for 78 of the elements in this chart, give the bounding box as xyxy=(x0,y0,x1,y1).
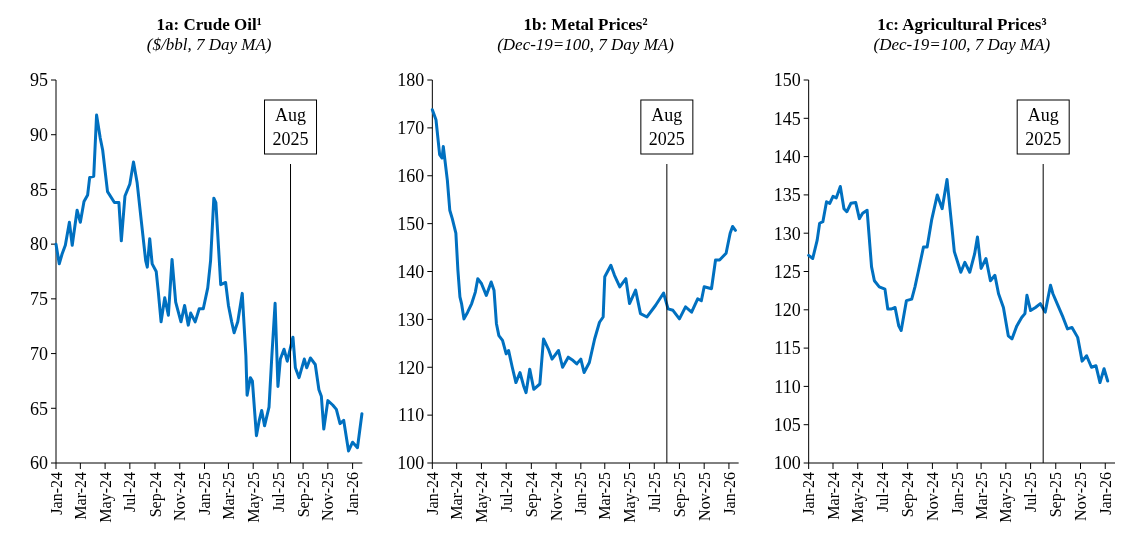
y-tick-label: 150 xyxy=(397,213,425,234)
chart-title: 1b: Metal Prices² xyxy=(523,15,648,34)
x-tick-label: Sep-25 xyxy=(1047,472,1066,518)
x-tick-label: Nov-25 xyxy=(319,472,337,521)
x-tick-label: Jul-25 xyxy=(645,472,663,512)
chart-title: 1c: Agricultural Prices³ xyxy=(877,15,1047,34)
chart-subtitle: (Dec-19=100, 7 Day MA) xyxy=(873,35,1051,54)
ref-line-label: Aug 2025 xyxy=(1025,105,1062,149)
x-tick-label: Sep-24 xyxy=(899,472,918,518)
y-tick-label: 120 xyxy=(397,357,425,378)
x-tick-label: Jan-24 xyxy=(47,472,65,515)
chart-subtitle: ($/bbl, 7 Day MA) xyxy=(146,35,272,54)
x-tick-label: Mar-25 xyxy=(972,472,990,520)
y-tick-label: 105 xyxy=(773,415,801,435)
y-tick-label: 75 xyxy=(30,289,48,310)
y-tick-label: 150 xyxy=(773,70,801,91)
x-tick-label: Sep-24 xyxy=(522,472,541,518)
x-tick-label: May-25 xyxy=(621,472,640,523)
y-tick-label: 130 xyxy=(773,223,801,244)
ref-line-label: Aug 2025 xyxy=(648,105,685,149)
x-tick-label: Nov-24 xyxy=(924,472,942,521)
y-tick-label: 110 xyxy=(774,376,801,397)
x-tick-label: Sep-25 xyxy=(671,472,690,518)
x-tick-label: May-25 xyxy=(244,472,263,523)
y-tick-label: 60 xyxy=(30,453,48,474)
y-tick-label: 140 xyxy=(773,146,801,167)
y-tick-label: 135 xyxy=(773,185,801,206)
x-tick-label: Jan-26 xyxy=(344,472,362,515)
chart-title: 1a: Crude Oil¹ xyxy=(156,15,262,34)
y-tick-label: 95 xyxy=(30,70,48,91)
x-tick-label: Jan-24 xyxy=(423,472,441,515)
x-tick-label: May-24 xyxy=(849,472,868,523)
x-tick-label: May-25 xyxy=(997,472,1016,523)
line-series xyxy=(807,178,1110,385)
x-tick-label: Jan-25 xyxy=(572,472,590,515)
y-tick-label: 115 xyxy=(774,338,801,359)
x-tick-label: Jul-25 xyxy=(269,472,287,512)
x-tick-label: May-24 xyxy=(96,472,115,523)
y-tick-label: 125 xyxy=(773,261,801,282)
x-tick-label: Sep-24 xyxy=(146,472,165,518)
x-tick-label: Jan-24 xyxy=(800,472,818,515)
y-tick-label: 80 xyxy=(30,234,48,255)
x-tick-label: Nov-24 xyxy=(547,472,565,521)
y-tick-label: 110 xyxy=(397,405,425,426)
x-tick-label: Mar-24 xyxy=(448,472,466,520)
y-tick-label: 65 xyxy=(30,398,48,419)
y-tick-label: 100 xyxy=(397,453,425,474)
x-tick-label: Mar-25 xyxy=(220,472,238,520)
y-tick-label: 130 xyxy=(397,309,425,330)
x-tick-label: Jan-26 xyxy=(1096,472,1114,515)
x-tick-label: Nov-24 xyxy=(171,472,189,521)
y-tick-label: 180 xyxy=(397,70,425,91)
y-tick-label: 90 xyxy=(30,125,48,146)
y-tick-label: 70 xyxy=(30,343,48,364)
y-tick-label: 140 xyxy=(397,261,425,282)
x-tick-label: Jan-25 xyxy=(196,472,214,515)
line-series xyxy=(430,108,737,395)
y-tick-label: 85 xyxy=(30,179,48,200)
x-tick-label: May-24 xyxy=(473,472,492,523)
x-tick-label: Jul-24 xyxy=(121,472,139,512)
x-tick-label: Jul-24 xyxy=(497,472,515,512)
y-tick-label: 170 xyxy=(397,118,425,139)
x-tick-label: Nov-25 xyxy=(1072,472,1090,521)
x-tick-label: Jul-24 xyxy=(874,472,892,512)
x-tick-label: Nov-25 xyxy=(695,472,713,521)
x-tick-label: Mar-25 xyxy=(596,472,614,520)
y-tick-label: 120 xyxy=(773,300,801,321)
ref-line-label: Aug 2025 xyxy=(272,105,309,149)
x-tick-label: Sep-25 xyxy=(294,472,313,518)
x-tick-label: Jul-25 xyxy=(1022,472,1040,512)
y-tick-label: 100 xyxy=(773,453,801,474)
x-tick-label: Mar-24 xyxy=(824,472,842,520)
x-tick-label: Jan-26 xyxy=(720,472,738,515)
y-tick-label: 160 xyxy=(397,166,425,187)
chart-subtitle: (Dec-19=100, 7 Day MA) xyxy=(497,35,675,54)
x-tick-label: Jan-25 xyxy=(948,472,966,515)
y-tick-label: 145 xyxy=(773,108,801,129)
x-tick-label: Mar-24 xyxy=(71,472,89,520)
